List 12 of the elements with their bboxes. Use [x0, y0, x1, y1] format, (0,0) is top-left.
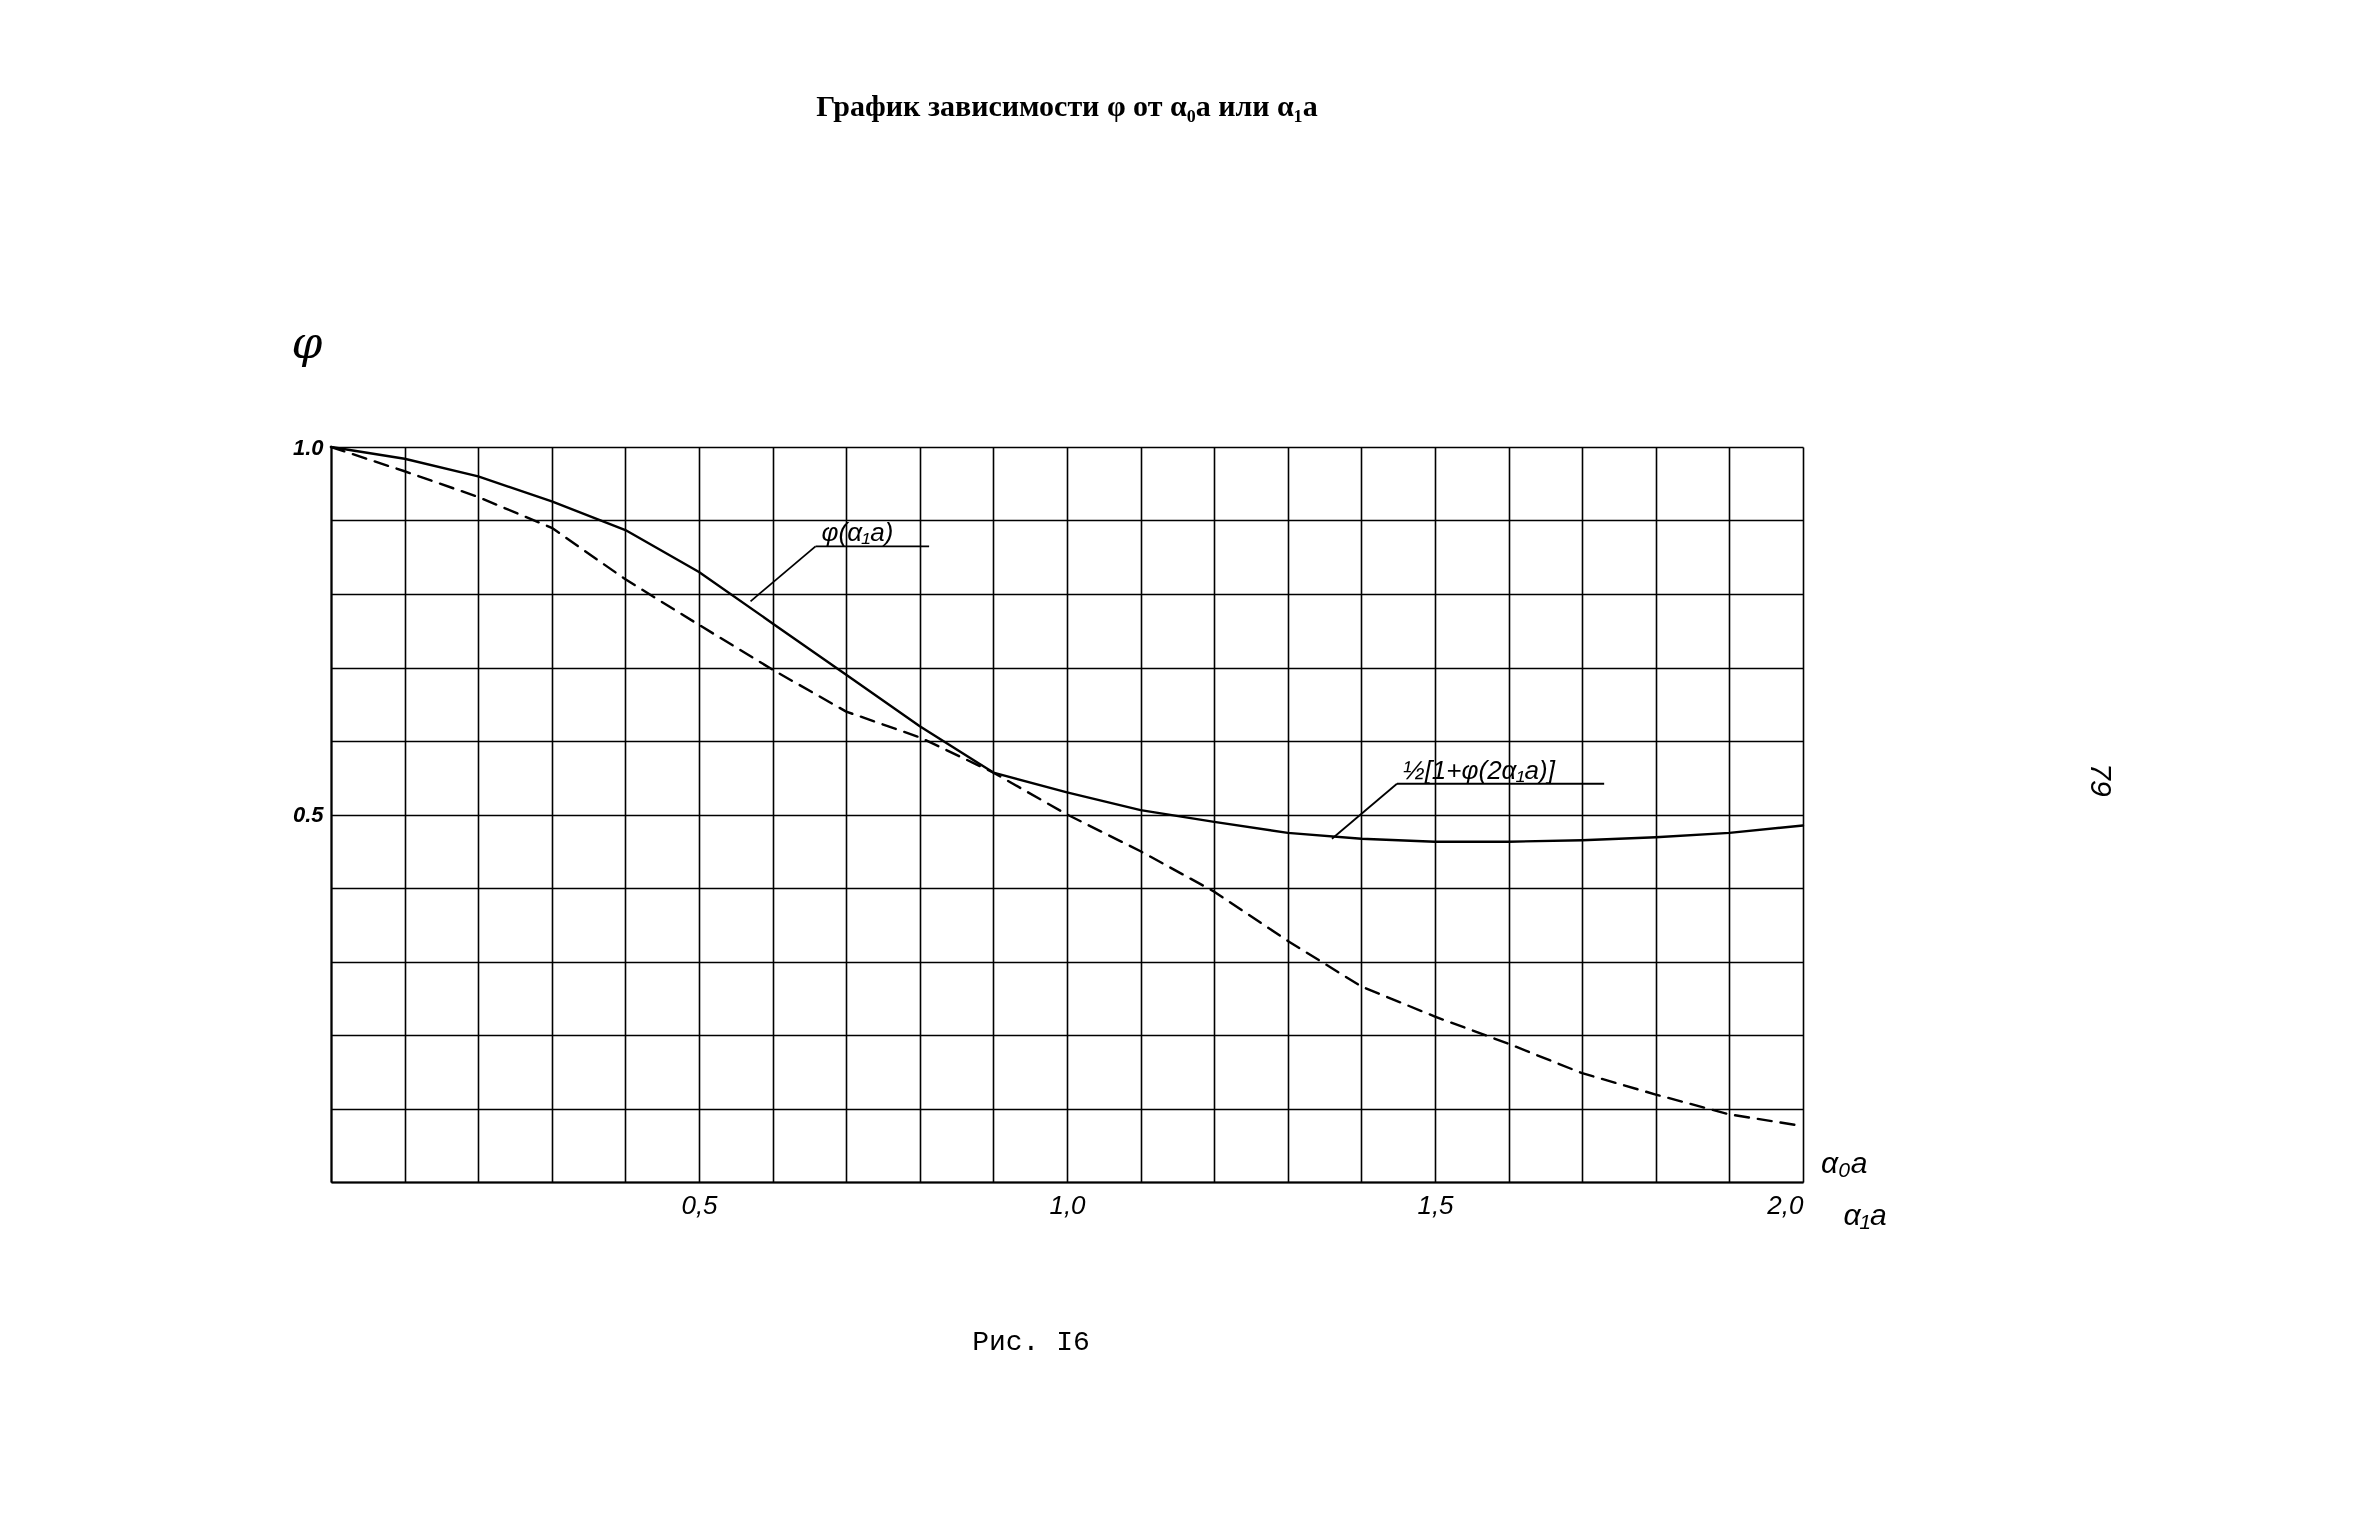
x-tick-label: 1,5	[1417, 1189, 1455, 1220]
x-tick-label: 1,0	[1049, 1189, 1087, 1220]
y-axis-title: φ	[291, 316, 323, 368]
x-tick-label: 0,5	[681, 1189, 719, 1220]
text: Рис. I6	[972, 1327, 1090, 1358]
y-tick-label: 0.5	[292, 802, 325, 827]
y-tick-label: 1.0	[292, 434, 325, 460]
chart-title: График зависимости φ от α₀a или α₁a	[816, 89, 1318, 122]
x-tick-label: 2,0	[1766, 1189, 1805, 1220]
text: 79	[2085, 763, 2118, 797]
text: α₀a	[1821, 1146, 1868, 1179]
x-axis-title: α₁a	[1843, 1197, 1887, 1231]
